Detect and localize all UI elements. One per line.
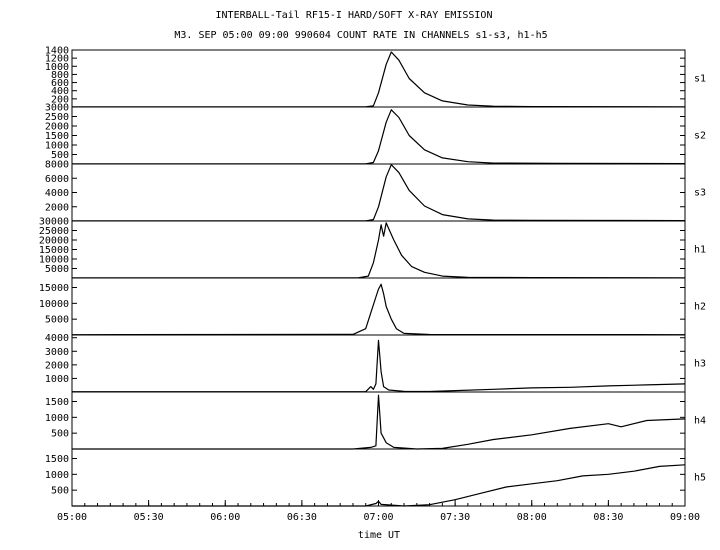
series-line-h5 xyxy=(72,464,686,507)
chart-title: INTERBALL-Tail RF15-I HARD/SOFT X-RAY EM… xyxy=(216,10,493,21)
panel-frame-s3 xyxy=(71,163,686,222)
series-line-h2 xyxy=(71,283,686,336)
series-line-h4 xyxy=(72,394,686,450)
x-tick-label-6: 08:00 xyxy=(517,512,547,523)
channel-label-h3: h3 xyxy=(694,359,706,370)
y-tick-label-h3-1: 2000 xyxy=(45,360,69,371)
panel-frame-h1 xyxy=(71,220,686,279)
y-tick-label-h1-5: 30000 xyxy=(39,217,69,228)
y-tick-label-h2-1: 10000 xyxy=(39,299,69,310)
y-tick-label-s1-3: 800 xyxy=(51,70,69,81)
y-tick-label-s2-4: 2500 xyxy=(45,112,69,123)
channel-label-s3: s3 xyxy=(694,188,706,199)
chart-subtitle: M3. SEP 05:00 09:00 990604 COUNT RATE IN… xyxy=(174,30,547,41)
series-line-s1 xyxy=(72,51,686,108)
y-tick-label-s2-5: 3000 xyxy=(45,103,69,114)
y-tick-label-s3-0: 2000 xyxy=(45,202,69,213)
series-line-s2 xyxy=(72,109,686,165)
y-tick-label-s2-0: 500 xyxy=(51,150,69,161)
y-tick-label-h2-0: 5000 xyxy=(45,315,69,326)
panel-s3: 2000 4000 6000 8000 s3 xyxy=(45,160,706,222)
panel-frame-h2 xyxy=(71,277,686,336)
y-tick-label-h1-4: 25000 xyxy=(39,226,69,237)
y-tick-label-s3-3: 8000 xyxy=(45,160,69,171)
y-tick-label-h4-1: 1000 xyxy=(45,413,69,424)
y-tick-label-h3-2: 3000 xyxy=(45,347,69,358)
channel-label-h2: h2 xyxy=(694,302,706,313)
y-tick-label-s1-0: 200 xyxy=(51,94,69,105)
panel-frame-h5 xyxy=(71,448,686,507)
y-tick-label-h4-0: 500 xyxy=(51,429,69,440)
panel-h2: 5000 10000 15000 h2 xyxy=(39,277,706,336)
y-tick-label-s1-5: 1200 xyxy=(45,54,69,65)
y-tick-label-h3-0: 1000 xyxy=(45,374,69,385)
y-tick-label-h5-2: 1500 xyxy=(45,454,69,465)
channel-label-s2: s2 xyxy=(694,131,706,142)
x-axis: 05:00 05:30 06:00 06:30 07:00 07:30 08:00 08:30… xyxy=(57,500,700,523)
y-tick-label-h3-3: 4000 xyxy=(45,333,69,344)
y-tick-label-s3-1: 4000 xyxy=(45,188,69,199)
channel-label-h4: h4 xyxy=(694,416,706,427)
channel-label-h1: h1 xyxy=(694,245,706,256)
panels-group: 200400600800100012001400s150010001500200… xyxy=(39,46,706,507)
x-tick-label-5: 07:30 xyxy=(440,512,470,523)
panel-h3: 1000 2000 3000 4000 h3 xyxy=(45,333,706,393)
y-tick-label-s2-2: 1500 xyxy=(45,131,69,142)
x-tick-label-3: 06:30 xyxy=(287,512,317,523)
y-tick-label-s1-4: 1000 xyxy=(45,62,69,73)
y-tick-label-h1-2: 15000 xyxy=(39,245,69,256)
y-tick-label-s3-2: 6000 xyxy=(45,174,69,185)
y-tick-label-h2-2: 15000 xyxy=(39,283,69,294)
panel-frame-s1 xyxy=(71,49,686,108)
series-line-h3 xyxy=(72,339,686,393)
x-tick-label-8: 09:00 xyxy=(670,512,700,523)
x-tick-label-7: 08:30 xyxy=(593,512,623,523)
y-tick-label-h5-0: 500 xyxy=(51,486,69,497)
y-tick-label-h1-3: 20000 xyxy=(39,236,69,247)
panel-frame-s2 xyxy=(71,106,686,165)
panel-h5: 500 1000 1500 h5 xyxy=(45,448,706,507)
channel-label-h5: h5 xyxy=(694,473,706,484)
panel-h4: 500 1000 1500 h4 xyxy=(45,391,706,450)
series-line-s3 xyxy=(72,164,686,222)
y-tick-label-h1-1: 10000 xyxy=(39,255,69,266)
y-tick-label-s1-2: 600 xyxy=(51,78,69,89)
x-tick-label-0: 05:00 xyxy=(57,512,87,523)
y-tick-label-s2-1: 1000 xyxy=(45,141,69,152)
y-tick-label-h4-2: 1500 xyxy=(45,397,69,408)
x-tick-label-1: 05:30 xyxy=(134,512,164,523)
y-tick-label-h5-1: 1000 xyxy=(45,470,69,481)
y-tick-label-s2-3: 2000 xyxy=(45,122,69,133)
channel-label-s1: s1 xyxy=(694,74,706,85)
series-line-h1 xyxy=(72,222,686,279)
y-tick-label-s1-6: 1400 xyxy=(45,46,69,57)
x-axis-label: time UT xyxy=(358,530,400,541)
y-tick-label-h1-0: 5000 xyxy=(45,264,69,275)
x-tick-label-2: 06:00 xyxy=(210,512,240,523)
y-tick-label-s1-1: 400 xyxy=(51,86,69,97)
x-tick-label-4: 07:00 xyxy=(363,512,393,523)
